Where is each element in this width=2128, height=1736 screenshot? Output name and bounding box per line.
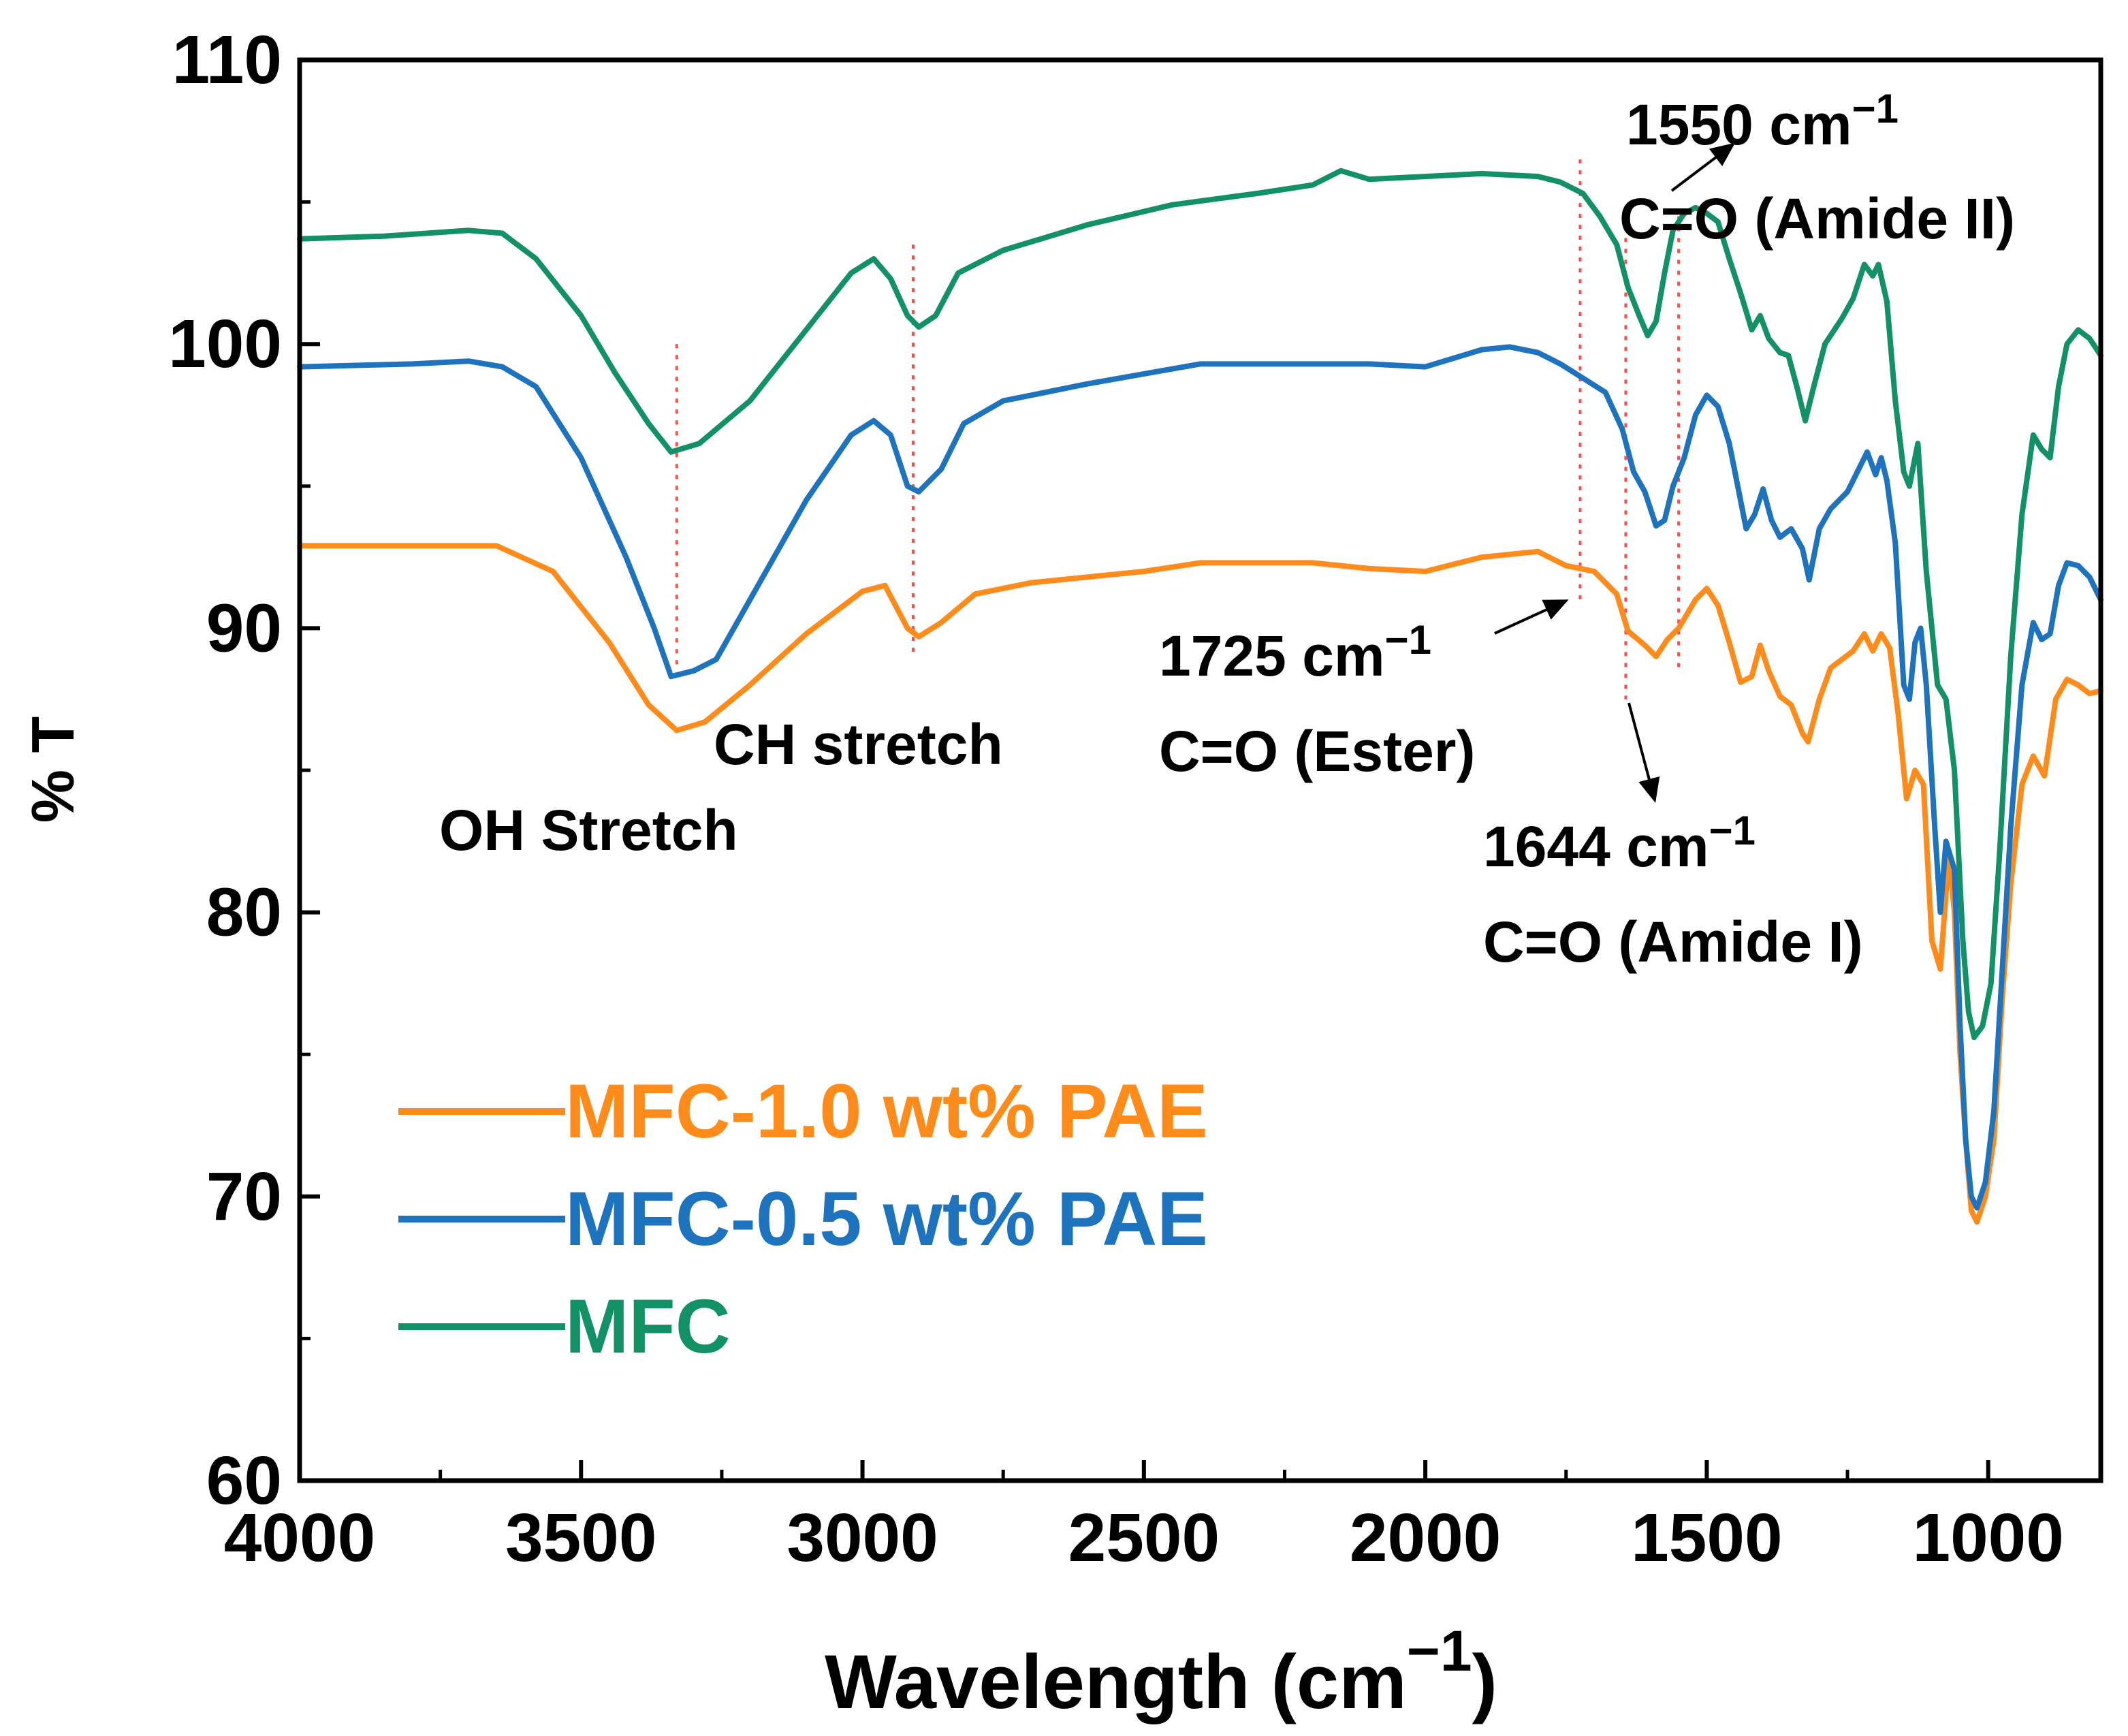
arrow-1725 bbox=[1494, 599, 1569, 635]
y-axis-title: % T bbox=[19, 716, 86, 823]
annotation-amide-ii: C=O (Amide II) bbox=[1619, 187, 2015, 251]
y-tick-label-70: 70 bbox=[206, 1158, 282, 1235]
series-lines bbox=[297, 168, 2103, 1225]
annotation-1644-text: 1644 cm bbox=[1483, 815, 1709, 879]
annotation-1550-text: 1550 cm bbox=[1626, 93, 1852, 157]
y-tick-label-60: 60 bbox=[206, 1442, 282, 1519]
x-tick-label-2500: 2500 bbox=[1068, 1500, 1220, 1576]
x-tick-label-1500: 1500 bbox=[1631, 1500, 1782, 1576]
y-tick-label-100: 100 bbox=[168, 306, 282, 382]
annotation-1725-text: 1725 cm bbox=[1159, 624, 1385, 688]
x-axis-title-superscript: −1 bbox=[1407, 1619, 1472, 1683]
x-tick-label-3000: 3000 bbox=[787, 1500, 938, 1576]
y-tick-label-110: 110 bbox=[172, 22, 282, 98]
annotation-1550-sup: −1 bbox=[1852, 86, 1899, 131]
annotation-1550-wavenumber: 1550 cm−1 bbox=[1626, 86, 1899, 157]
axis-ticks: 4000 3500 3000 2500 2000 1500 1000 60 70 80 90 100 1… bbox=[168, 22, 2064, 1576]
y-tick-label-90: 90 bbox=[206, 590, 282, 666]
annotation-1725-wavenumber: 1725 cm−1 bbox=[1159, 617, 1431, 688]
arrow-1644 bbox=[1627, 702, 1660, 803]
arrow-1550 bbox=[1670, 142, 1736, 192]
series-line-mfc-1-0-wt-pae bbox=[297, 543, 2103, 1225]
x-axis-title-main: Wavelength (cm bbox=[825, 1639, 1407, 1724]
annotation-ester: C=O (Ester) bbox=[1159, 719, 1475, 783]
x-tick-label-1000: 1000 bbox=[1912, 1500, 2063, 1576]
annotation-1725-sup: −1 bbox=[1385, 617, 1431, 663]
annotation-ch-stretch: CH stretch bbox=[714, 712, 1003, 776]
x-axis-title-close: ) bbox=[1472, 1639, 1497, 1724]
x-tick-label-3500: 3500 bbox=[505, 1500, 656, 1576]
annotation-1644-sup: −1 bbox=[1709, 808, 1756, 853]
x-tick-label-4000: 4000 bbox=[224, 1500, 375, 1576]
legend-label-mfc-0-5: MFC-0.5 wt% PAE bbox=[565, 1176, 1208, 1261]
legend: MFC-1.0 wt% PAE MFC-0.5 wt% PAE MFC bbox=[398, 1069, 1208, 1369]
annotation-amide-i: C=O (Amide I) bbox=[1483, 910, 1863, 974]
series-line-mfc bbox=[297, 168, 2103, 1041]
legend-label-mfc-1-0: MFC-1.0 wt% PAE bbox=[565, 1069, 1208, 1154]
x-axis-title: Wavelength (cm−1) bbox=[825, 1619, 1497, 1724]
annotation-oh-stretch: OH Stretch bbox=[439, 798, 738, 862]
legend-label-mfc: MFC bbox=[565, 1284, 731, 1369]
series-line-mfc-0-5-wt-pae bbox=[297, 344, 2103, 1211]
x-tick-label-2000: 2000 bbox=[1350, 1500, 1501, 1576]
y-tick-label-80: 80 bbox=[206, 874, 282, 951]
annotation-1644-wavenumber: 1644 cm−1 bbox=[1483, 808, 1756, 879]
